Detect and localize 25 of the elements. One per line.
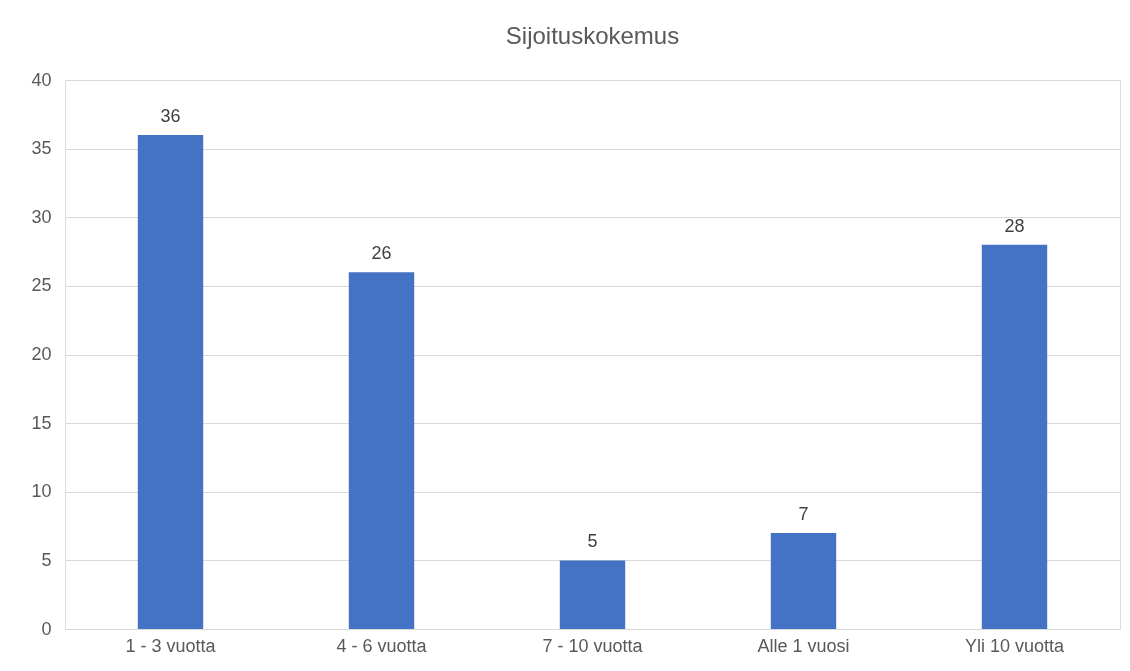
y-tick-label: 25: [31, 275, 52, 296]
data-label: 26: [371, 243, 392, 264]
y-tick-label: 5: [41, 549, 52, 570]
y-tick-label: 35: [31, 138, 52, 159]
x-tick-label: 7 - 10 vuotta: [542, 635, 644, 656]
y-tick-label: 40: [31, 69, 52, 90]
bar: [981, 244, 1048, 629]
x-tick-label: Alle 1 vuosi: [757, 635, 850, 656]
y-tick-label: 0: [41, 618, 52, 639]
data-label: 36: [160, 105, 181, 126]
bar: [770, 532, 837, 629]
data-label: 28: [1004, 215, 1025, 236]
y-tick-label: 20: [31, 344, 52, 364]
y-tick-label: 10: [31, 481, 52, 502]
bar: [559, 560, 626, 629]
bar: [348, 272, 415, 629]
chart-title: Sijoituskokemus: [505, 22, 680, 49]
data-label: 5: [587, 531, 598, 552]
x-tick-label: 4 - 6 vuotta: [336, 635, 428, 656]
x-tick-label: 1 - 3 vuotta: [125, 635, 217, 656]
x-tick-label: Yli 10 vuotta: [964, 635, 1066, 656]
data-label: 7: [798, 503, 809, 524]
y-tick-label: 30: [31, 206, 52, 227]
bar: [137, 134, 204, 629]
y-tick-label: 15: [31, 412, 52, 433]
